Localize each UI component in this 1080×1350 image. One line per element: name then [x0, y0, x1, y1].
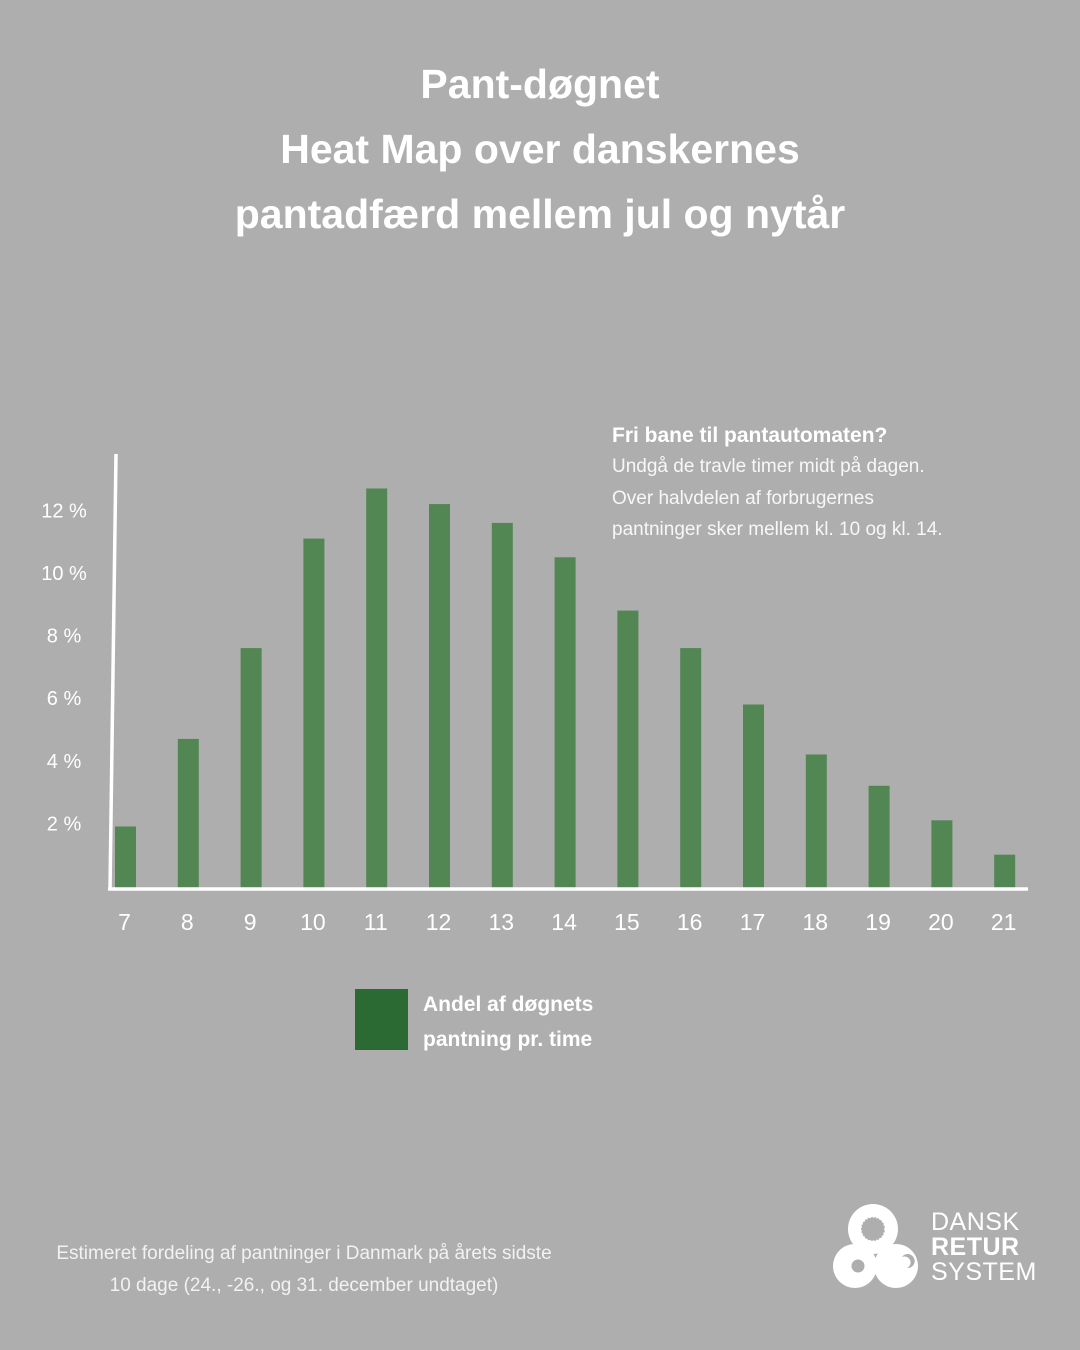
bar-hour-7 [115, 826, 136, 889]
x-tick-label: 19 [865, 909, 891, 935]
x-tick-label: 15 [614, 909, 640, 935]
callout-line-2: Over halvdelen af forbrugernes [612, 487, 874, 509]
logo-line-2: RETUR [931, 1233, 1020, 1261]
bar-hour-16 [680, 648, 702, 889]
footnote-line-2: 10 dage (24., -26., og 31. december undt… [109, 1275, 499, 1296]
bar-hour-8 [177, 738, 199, 889]
bar-hour-15 [617, 610, 639, 889]
callout-line-1: Undgå de travle timer midt på dagen. [612, 456, 925, 477]
bar-hour-12 [429, 504, 450, 889]
annotation-callout: Fri bane til pantautomaten? Undgå de tra… [612, 421, 1052, 546]
chart-title: Pant-døgnet Heat Map over danskernes pan… [0, 52, 1080, 247]
y-tick-label: 10 % [41, 563, 87, 585]
bar-hour-9 [240, 648, 262, 889]
y-tick-label: 4 % [47, 751, 82, 773]
x-tick-label: 21 [991, 909, 1017, 935]
bar-hour-11 [366, 488, 388, 889]
x-tick-label: 12 [426, 909, 452, 935]
bar-hour-18 [805, 754, 827, 889]
title-line-3: pantadfærd mellem jul og nytår [234, 191, 846, 237]
y-axis [108, 453, 118, 891]
legend-line-1: Andel af døgnets [423, 993, 594, 1016]
title-line-2: Heat Map over danskernes [280, 126, 800, 172]
dansk-retur-system-logo-icon [833, 1204, 918, 1288]
footnote-line-1: Estimeret fordeling af pantninger i Danm… [56, 1243, 552, 1264]
y-tick-label: 2 % [47, 813, 82, 835]
x-tick-label: 10 [300, 909, 326, 935]
logo-line-3: SYSTEM [931, 1258, 1037, 1286]
bar-hour-20 [931, 820, 953, 889]
logo-line-1: DANSK [931, 1208, 1020, 1236]
callout-line-3: pantninger sker mellem kl. 10 og kl. 14. [612, 519, 943, 540]
logo-wordmark: DANSK RETUR SYSTEM [931, 1210, 1037, 1285]
legend-line-2: pantning pr. time [423, 1028, 593, 1051]
x-tick-label: 16 [677, 909, 703, 935]
y-tick-label: 6 % [47, 688, 82, 710]
x-tick-label: 18 [803, 909, 829, 935]
x-tick-labels: 7 8 9 10 11 12 13 14 15 16 17 18 19 20 21 [118, 909, 1016, 935]
x-tick-label: 11 [364, 909, 388, 935]
x-tick-label: 17 [740, 909, 766, 935]
bar-hour-13 [491, 522, 513, 889]
y-tick-label: 8 % [47, 626, 82, 648]
title-line-1: Pant-døgnet [420, 61, 660, 107]
bar-hour-10 [303, 538, 325, 889]
x-tick-label: 8 [181, 909, 194, 935]
x-tick-label: 13 [489, 909, 515, 935]
x-tick-label: 9 [244, 909, 257, 935]
footnote: Estimeret fordeling af pantninger i Danm… [20, 1238, 588, 1302]
legend-swatch [355, 989, 408, 1050]
bar-hour-21 [994, 854, 1016, 889]
bars-group [115, 488, 1016, 889]
legend-label: Andel af døgnets pantning pr. time [423, 987, 593, 1057]
x-tick-label: 7 [118, 909, 131, 935]
x-tick-label: 14 [551, 909, 577, 935]
bar-hour-17 [743, 704, 764, 889]
callout-heading: Fri bane til pantautomaten? [612, 424, 888, 447]
bar-hour-14 [554, 557, 576, 889]
y-tick-labels: 2 % 4 % 6 % 8 % 10 % 12 % [41, 500, 87, 835]
x-tick-label: 20 [928, 909, 954, 935]
y-tick-label: 12 % [41, 500, 87, 522]
bar-hour-19 [868, 785, 890, 889]
